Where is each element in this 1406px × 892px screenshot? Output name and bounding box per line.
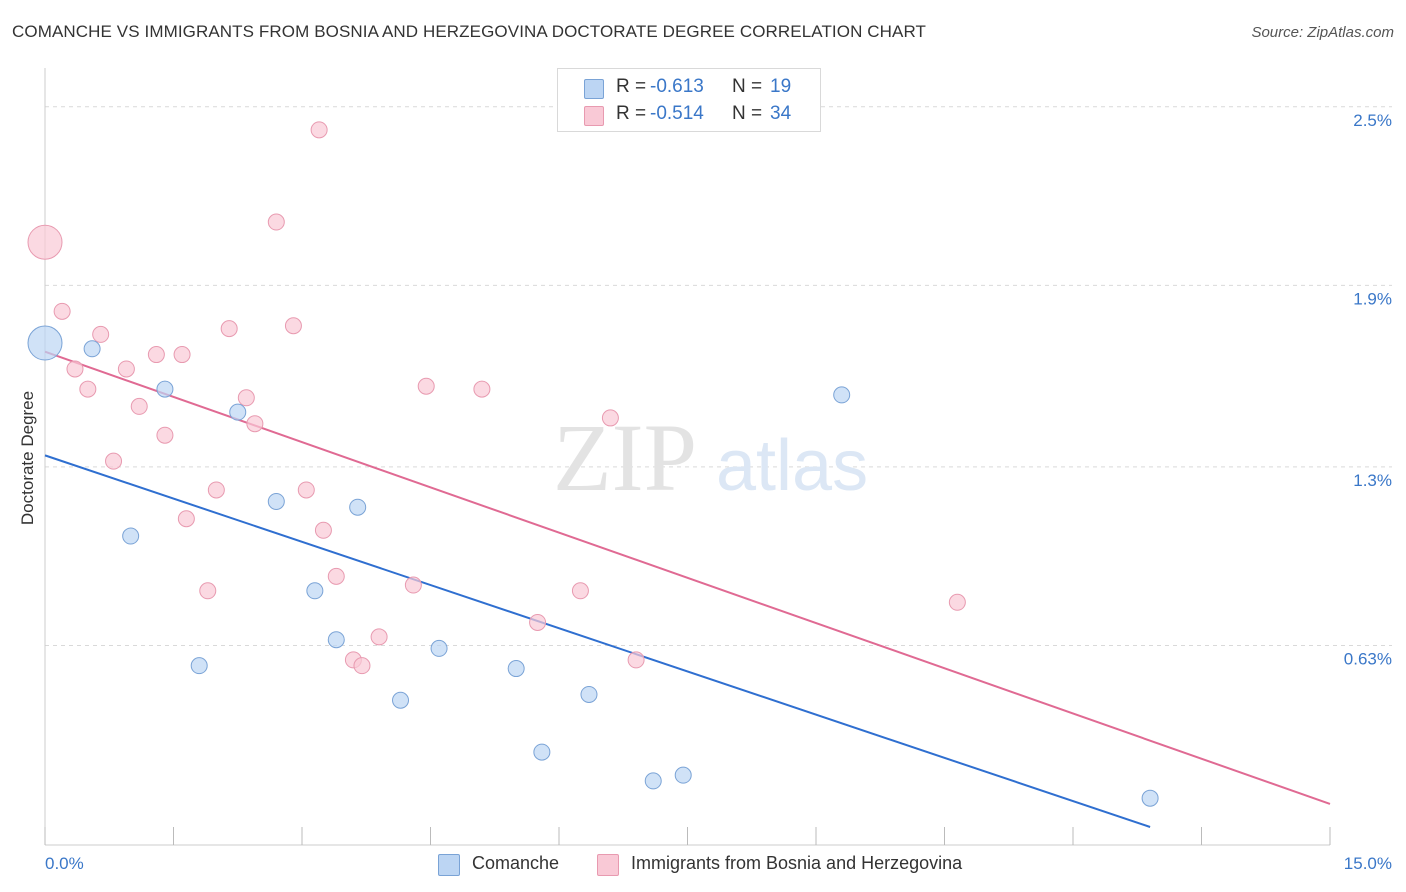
comanche-trendline <box>44 454 1151 828</box>
bosnia-point[interactable] <box>173 346 191 364</box>
bosnia-point[interactable] <box>117 360 135 378</box>
comanche-legend-swatch <box>438 854 460 876</box>
bosnia-point[interactable] <box>327 567 345 585</box>
bosnia-point[interactable] <box>156 426 174 444</box>
bosnia-point[interactable] <box>27 224 63 260</box>
y-tick-label: 1.9% <box>1353 289 1392 308</box>
comanche-point[interactable] <box>674 766 692 784</box>
comanche-point[interactable] <box>349 498 367 516</box>
bosnia-point[interactable] <box>199 582 217 600</box>
bosnia-point[interactable] <box>627 651 645 669</box>
x-tick-label: 15.0% <box>1344 854 1392 873</box>
bosnia-point[interactable] <box>53 302 71 320</box>
bosnia-point[interactable] <box>310 121 328 139</box>
r-label: R = <box>616 103 647 124</box>
bosnia-point[interactable] <box>284 317 302 335</box>
legend-label: Immigrants from Bosnia and Herzegovina <box>631 853 963 873</box>
n-value: 34 <box>770 103 792 124</box>
comanche-point[interactable] <box>833 386 851 404</box>
bosnia-point[interactable] <box>353 657 371 675</box>
bosnia-point[interactable] <box>220 320 238 338</box>
y-tick-label: 0.63% <box>1344 650 1392 669</box>
comanche-point[interactable] <box>156 380 174 398</box>
bosnia-point[interactable] <box>66 360 84 378</box>
bosnia-point[interactable] <box>948 593 966 611</box>
bosnia-swatch <box>584 106 604 126</box>
bosnia-point[interactable] <box>267 213 285 231</box>
bosnia-point[interactable] <box>601 409 619 427</box>
watermark-zip: ZIP <box>553 404 697 511</box>
chart-title: COMANCHE VS IMMIGRANTS FROM BOSNIA AND H… <box>12 22 927 41</box>
watermark-atlas: atlas <box>716 426 868 506</box>
n-value: 19 <box>770 76 792 97</box>
x-tick-label: 0.0% <box>45 854 84 873</box>
bosnia-point[interactable] <box>177 510 195 528</box>
bosnia-point[interactable] <box>571 582 589 600</box>
comanche-point[interactable] <box>644 772 662 790</box>
bosnia-point[interactable] <box>130 397 148 415</box>
y-tick-label: 2.5% <box>1353 111 1392 130</box>
y-axis-title: Doctorate Degree <box>18 391 37 525</box>
bosnia-point[interactable] <box>529 613 547 631</box>
bosnia-point[interactable] <box>297 481 315 499</box>
n-label: N = <box>732 76 763 97</box>
bosnia-point[interactable] <box>370 628 388 646</box>
comanche-point[interactable] <box>533 743 551 761</box>
bosnia-legend-swatch <box>597 854 619 876</box>
bosnia-point[interactable] <box>237 389 255 407</box>
n-label: N = <box>732 103 763 124</box>
bosnia-point[interactable] <box>207 481 225 499</box>
comanche-point[interactable] <box>83 340 101 358</box>
r-label: R = <box>616 76 647 97</box>
bosnia-point[interactable] <box>147 346 165 364</box>
comanche-point[interactable] <box>267 492 285 510</box>
comanche-point[interactable] <box>580 685 598 703</box>
comanche-point[interactable] <box>327 631 345 649</box>
comanche-point[interactable] <box>430 639 448 657</box>
comanche-point[interactable] <box>1141 789 1159 807</box>
legend-label: Comanche <box>472 853 560 873</box>
source-label: Source: ZipAtlas.com <box>1251 24 1394 41</box>
comanche-point[interactable] <box>27 325 63 361</box>
bosnia-point[interactable] <box>246 415 264 433</box>
stats-legend: R = -0.613 N = 19 R = -0.514 N = 34 <box>557 68 821 132</box>
bosnia-point[interactable] <box>404 576 422 594</box>
bosnia-point[interactable] <box>473 380 491 398</box>
comanche-point[interactable] <box>392 691 410 709</box>
r-value: -0.514 <box>650 103 704 124</box>
bosnia-point[interactable] <box>314 521 332 539</box>
comanche-point[interactable] <box>122 527 140 545</box>
comanche-point[interactable] <box>306 582 324 600</box>
comanche-swatch <box>584 79 604 99</box>
y-tick-label: 1.3% <box>1353 471 1392 490</box>
comanche-point[interactable] <box>507 660 525 678</box>
bosnia-point[interactable] <box>79 380 97 398</box>
bosnia-point[interactable] <box>417 377 435 395</box>
bosnia-point[interactable] <box>105 452 123 470</box>
r-value: -0.613 <box>650 76 704 97</box>
bosnia-point[interactable] <box>92 325 110 343</box>
comanche-point[interactable] <box>229 403 247 421</box>
comanche-point[interactable] <box>190 657 208 675</box>
